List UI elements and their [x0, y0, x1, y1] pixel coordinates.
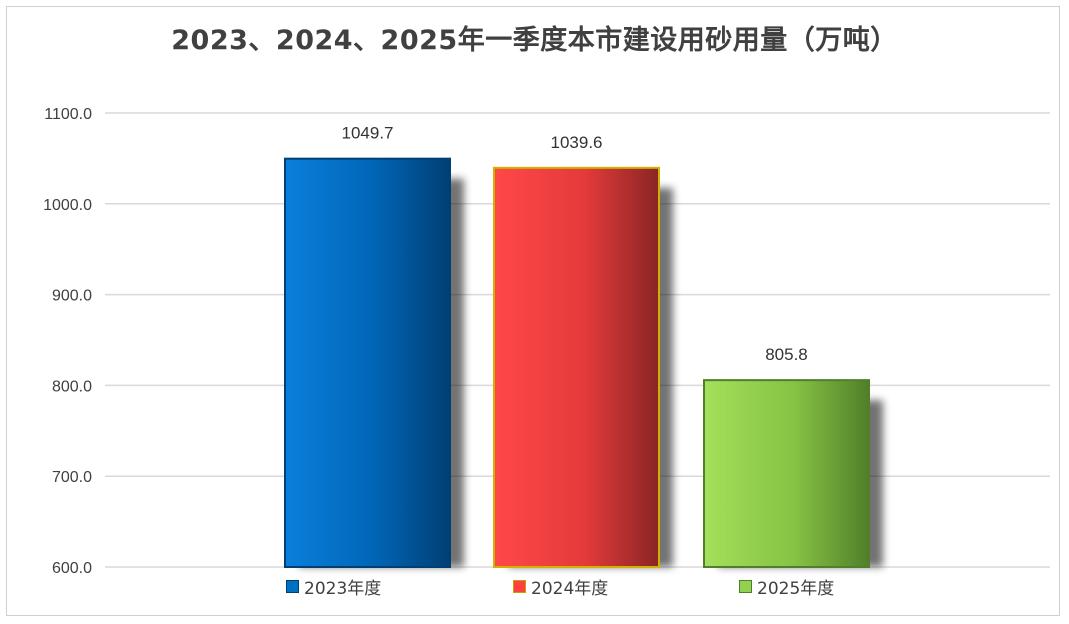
legend-item-2023: 2023年度: [286, 574, 381, 599]
legend-label-2025: 2025年度: [757, 579, 835, 599]
legend-label-2023: 2023年度: [304, 579, 382, 599]
legend-item-2025: 2025年度: [739, 574, 834, 599]
data-label: 1039.6: [551, 133, 603, 152]
legend-swatch-2024: [513, 580, 526, 593]
legend-swatch-2025: [739, 580, 752, 593]
y-tick-label: 600.0: [52, 560, 92, 577]
legend: 2023年度 2024年度 2025年度: [0, 574, 1069, 599]
data-label: 805.8: [765, 345, 808, 364]
bar-2024年度: [493, 166, 660, 568]
chart-title: 2023、2024、2025年一季度本市建设用砂用量（万吨）: [171, 25, 898, 56]
y-tick-label: 900.0: [52, 288, 92, 305]
legend-item-2024: 2024年度: [513, 574, 608, 599]
legend-label-2024: 2024年度: [531, 579, 609, 599]
bar-2025年度: [703, 379, 870, 568]
data-label: 1049.7: [342, 124, 394, 143]
y-tick-label: 800.0: [52, 378, 92, 395]
bar-2023年度: [284, 157, 451, 568]
y-tick-label: 1000.0: [43, 197, 92, 214]
legend-swatch-2023: [286, 580, 299, 593]
y-tick-label: 700.0: [52, 469, 92, 486]
y-tick-label: 1100.0: [44, 106, 92, 123]
